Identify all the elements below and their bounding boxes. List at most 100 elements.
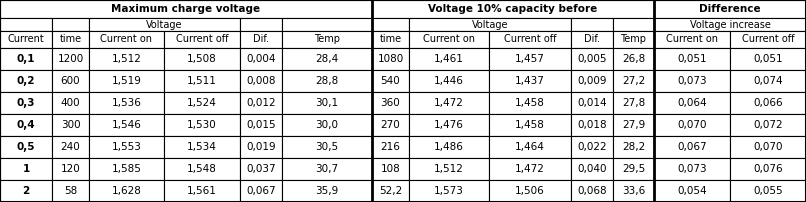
Text: Current on: Current on — [423, 35, 475, 44]
Bar — [613, 158, 654, 180]
Text: 0,054: 0,054 — [677, 186, 707, 196]
Text: Current: Current — [7, 35, 44, 44]
Text: 1,457: 1,457 — [515, 54, 545, 64]
Bar — [240, 48, 282, 70]
Bar — [52, 18, 89, 31]
Bar — [730, 70, 806, 92]
Bar — [0, 48, 52, 70]
Text: 540: 540 — [380, 76, 401, 86]
Text: 1,512: 1,512 — [111, 54, 141, 64]
Text: 1,585: 1,585 — [111, 164, 141, 174]
Text: 1,519: 1,519 — [111, 76, 141, 86]
Text: 1,508: 1,508 — [187, 54, 217, 64]
Text: 0,012: 0,012 — [246, 98, 276, 108]
Bar — [164, 180, 240, 202]
Bar — [489, 114, 571, 136]
Text: 0,2: 0,2 — [17, 76, 35, 86]
Bar — [282, 18, 372, 31]
Bar — [0, 0, 372, 18]
Text: 0,067: 0,067 — [246, 186, 276, 196]
Text: Dif.: Dif. — [253, 35, 269, 44]
Bar — [282, 158, 372, 180]
Bar — [489, 48, 571, 70]
Bar — [282, 136, 372, 158]
Bar — [0, 114, 52, 136]
Bar — [409, 114, 489, 136]
Text: 33,6: 33,6 — [622, 186, 645, 196]
Text: 1,446: 1,446 — [434, 76, 464, 86]
Text: Current off: Current off — [504, 35, 556, 44]
Text: 28,2: 28,2 — [622, 142, 645, 152]
Text: 600: 600 — [60, 76, 81, 86]
Bar — [730, 180, 806, 202]
Bar — [654, 180, 730, 202]
Bar — [282, 114, 372, 136]
Bar — [409, 70, 489, 92]
Text: 1,573: 1,573 — [434, 186, 464, 196]
Bar — [89, 70, 164, 92]
Text: 270: 270 — [380, 120, 401, 130]
Bar — [489, 70, 571, 92]
Text: 28,8: 28,8 — [315, 76, 339, 86]
Text: 30,1: 30,1 — [315, 98, 339, 108]
Bar — [613, 18, 654, 31]
Text: 58: 58 — [64, 186, 77, 196]
Text: 0,073: 0,073 — [677, 76, 707, 86]
Bar — [164, 114, 240, 136]
Bar — [613, 136, 654, 158]
Text: 240: 240 — [60, 142, 81, 152]
Text: 30,0: 30,0 — [315, 120, 339, 130]
Bar — [613, 180, 654, 202]
Text: 1080: 1080 — [377, 54, 404, 64]
Text: 1,476: 1,476 — [434, 120, 464, 130]
Bar — [654, 31, 730, 48]
Bar — [0, 70, 52, 92]
Text: 27,9: 27,9 — [622, 120, 645, 130]
Bar — [89, 18, 240, 31]
Bar — [654, 70, 730, 92]
Text: 0,076: 0,076 — [753, 164, 783, 174]
Text: Current off: Current off — [742, 35, 794, 44]
Text: 0,070: 0,070 — [754, 142, 783, 152]
Text: Voltage: Voltage — [472, 20, 509, 29]
Text: 0,005: 0,005 — [577, 54, 607, 64]
Text: 216: 216 — [380, 142, 401, 152]
Bar — [89, 136, 164, 158]
Bar — [489, 180, 571, 202]
Text: 0,004: 0,004 — [247, 54, 276, 64]
Text: 0,064: 0,064 — [677, 98, 707, 108]
Text: 26,8: 26,8 — [622, 54, 645, 64]
Bar — [489, 92, 571, 114]
Text: 1,548: 1,548 — [187, 164, 217, 174]
Bar — [52, 136, 89, 158]
Bar — [409, 92, 489, 114]
Bar — [730, 31, 806, 48]
Text: 1,472: 1,472 — [515, 164, 545, 174]
Bar — [164, 158, 240, 180]
Text: 1,458: 1,458 — [515, 120, 545, 130]
Text: 1,511: 1,511 — [187, 76, 217, 86]
Bar — [571, 158, 613, 180]
Bar — [571, 114, 613, 136]
Bar — [730, 114, 806, 136]
Bar — [282, 92, 372, 114]
Bar — [0, 18, 52, 31]
Text: 2: 2 — [23, 186, 30, 196]
Text: 0,055: 0,055 — [753, 186, 783, 196]
Text: 1,486: 1,486 — [434, 142, 464, 152]
Bar — [372, 180, 409, 202]
Bar — [571, 92, 613, 114]
Bar — [730, 48, 806, 70]
Bar — [654, 92, 730, 114]
Text: 1: 1 — [23, 164, 30, 174]
Bar — [613, 114, 654, 136]
Text: 0,019: 0,019 — [246, 142, 276, 152]
Text: 1,472: 1,472 — [434, 98, 464, 108]
Bar — [409, 31, 489, 48]
Bar — [240, 136, 282, 158]
Text: 1,506: 1,506 — [515, 186, 545, 196]
Text: 0,018: 0,018 — [577, 120, 607, 130]
Text: Temp: Temp — [621, 35, 646, 44]
Bar — [654, 114, 730, 136]
Bar — [409, 48, 489, 70]
